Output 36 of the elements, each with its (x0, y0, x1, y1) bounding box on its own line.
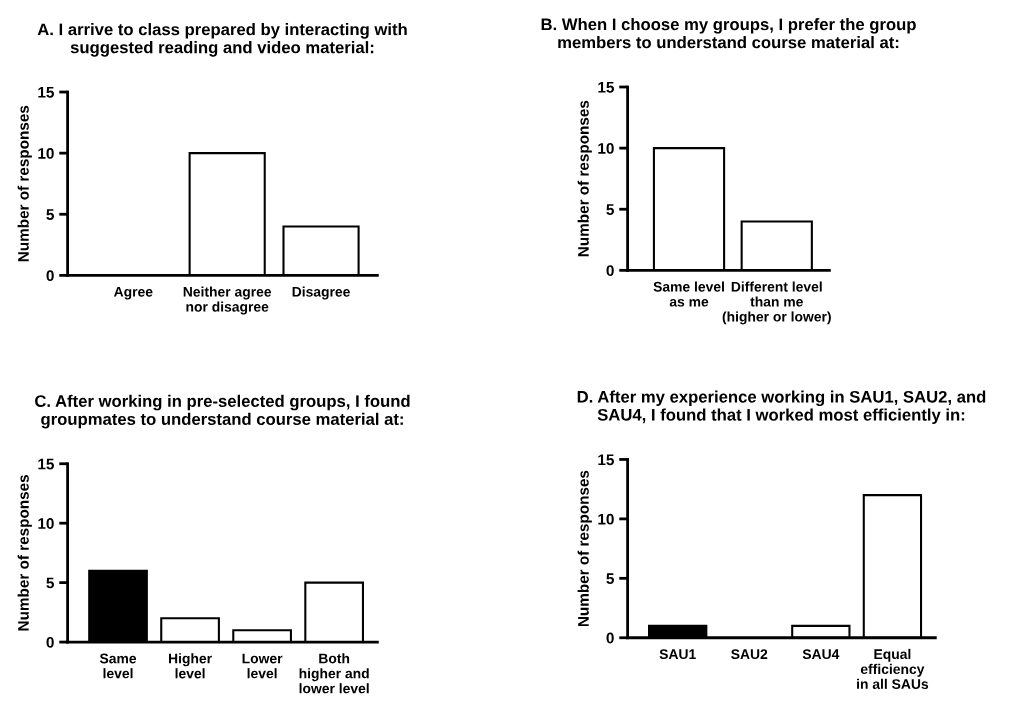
y-tick-label: 15 (38, 87, 54, 98)
y-tick-label: 15 (598, 82, 614, 93)
x-tick-label: Lower level (242, 653, 283, 679)
chart-title: C. After working in pre-selected groups, I found groupmates to understand course material at: (35, 394, 410, 429)
y-tick-label: 5 (46, 209, 54, 220)
y-axis-title: Number of responses (17, 475, 32, 631)
y-tick-label: 10 (38, 148, 54, 159)
x-tick-label: Same level (99, 653, 137, 679)
x-tick-label: Both higher and lower level (299, 653, 369, 694)
y-axis-title: Number of responses (577, 470, 592, 627)
y-tick-label: 15 (38, 458, 54, 470)
y-tick-label: 10 (598, 513, 614, 525)
x-tick-label: Disagree (292, 286, 350, 300)
y-tick-label: 5 (46, 577, 54, 589)
x-tick-label: Equal efficiency in all SAUs (857, 648, 929, 689)
x-tick-label: Neither agree nor disagree (183, 286, 272, 315)
x-tick-label: SAU2 (731, 649, 768, 660)
x-tick-label: Agree (113, 286, 153, 300)
x-tick-label: Higher level (169, 653, 212, 679)
y-tick-label: 5 (606, 204, 614, 215)
y-tick-label: 0 (606, 265, 614, 277)
y-tick-label: 5 (606, 573, 614, 584)
x-tick-label: SAU1 (659, 649, 696, 660)
y-tick-label: 10 (598, 142, 614, 154)
y-tick-label: 0 (46, 636, 54, 648)
chart-title: A. I arrive to class prepared by interacting with suggested reading and video material: (37, 23, 407, 57)
y-axis-title: Number of responses (577, 100, 592, 257)
y-axis-title: Number of responses (17, 105, 32, 262)
y-tick-label: 0 (46, 270, 54, 282)
x-tick-label: SAU4 (802, 649, 840, 660)
chart-title: B. When I choose my groups, I prefer the group members to understand course material at: (541, 18, 916, 49)
y-tick-label: 10 (38, 518, 54, 529)
y-tick-label: 15 (598, 454, 614, 466)
y-tick-label: 0 (606, 632, 614, 644)
chart-title: D. After my experience working in SAU1, SAU2, and SAU4, I found that I worked most efficiently in: (577, 390, 986, 425)
x-tick-label: Same level as me (653, 281, 724, 307)
